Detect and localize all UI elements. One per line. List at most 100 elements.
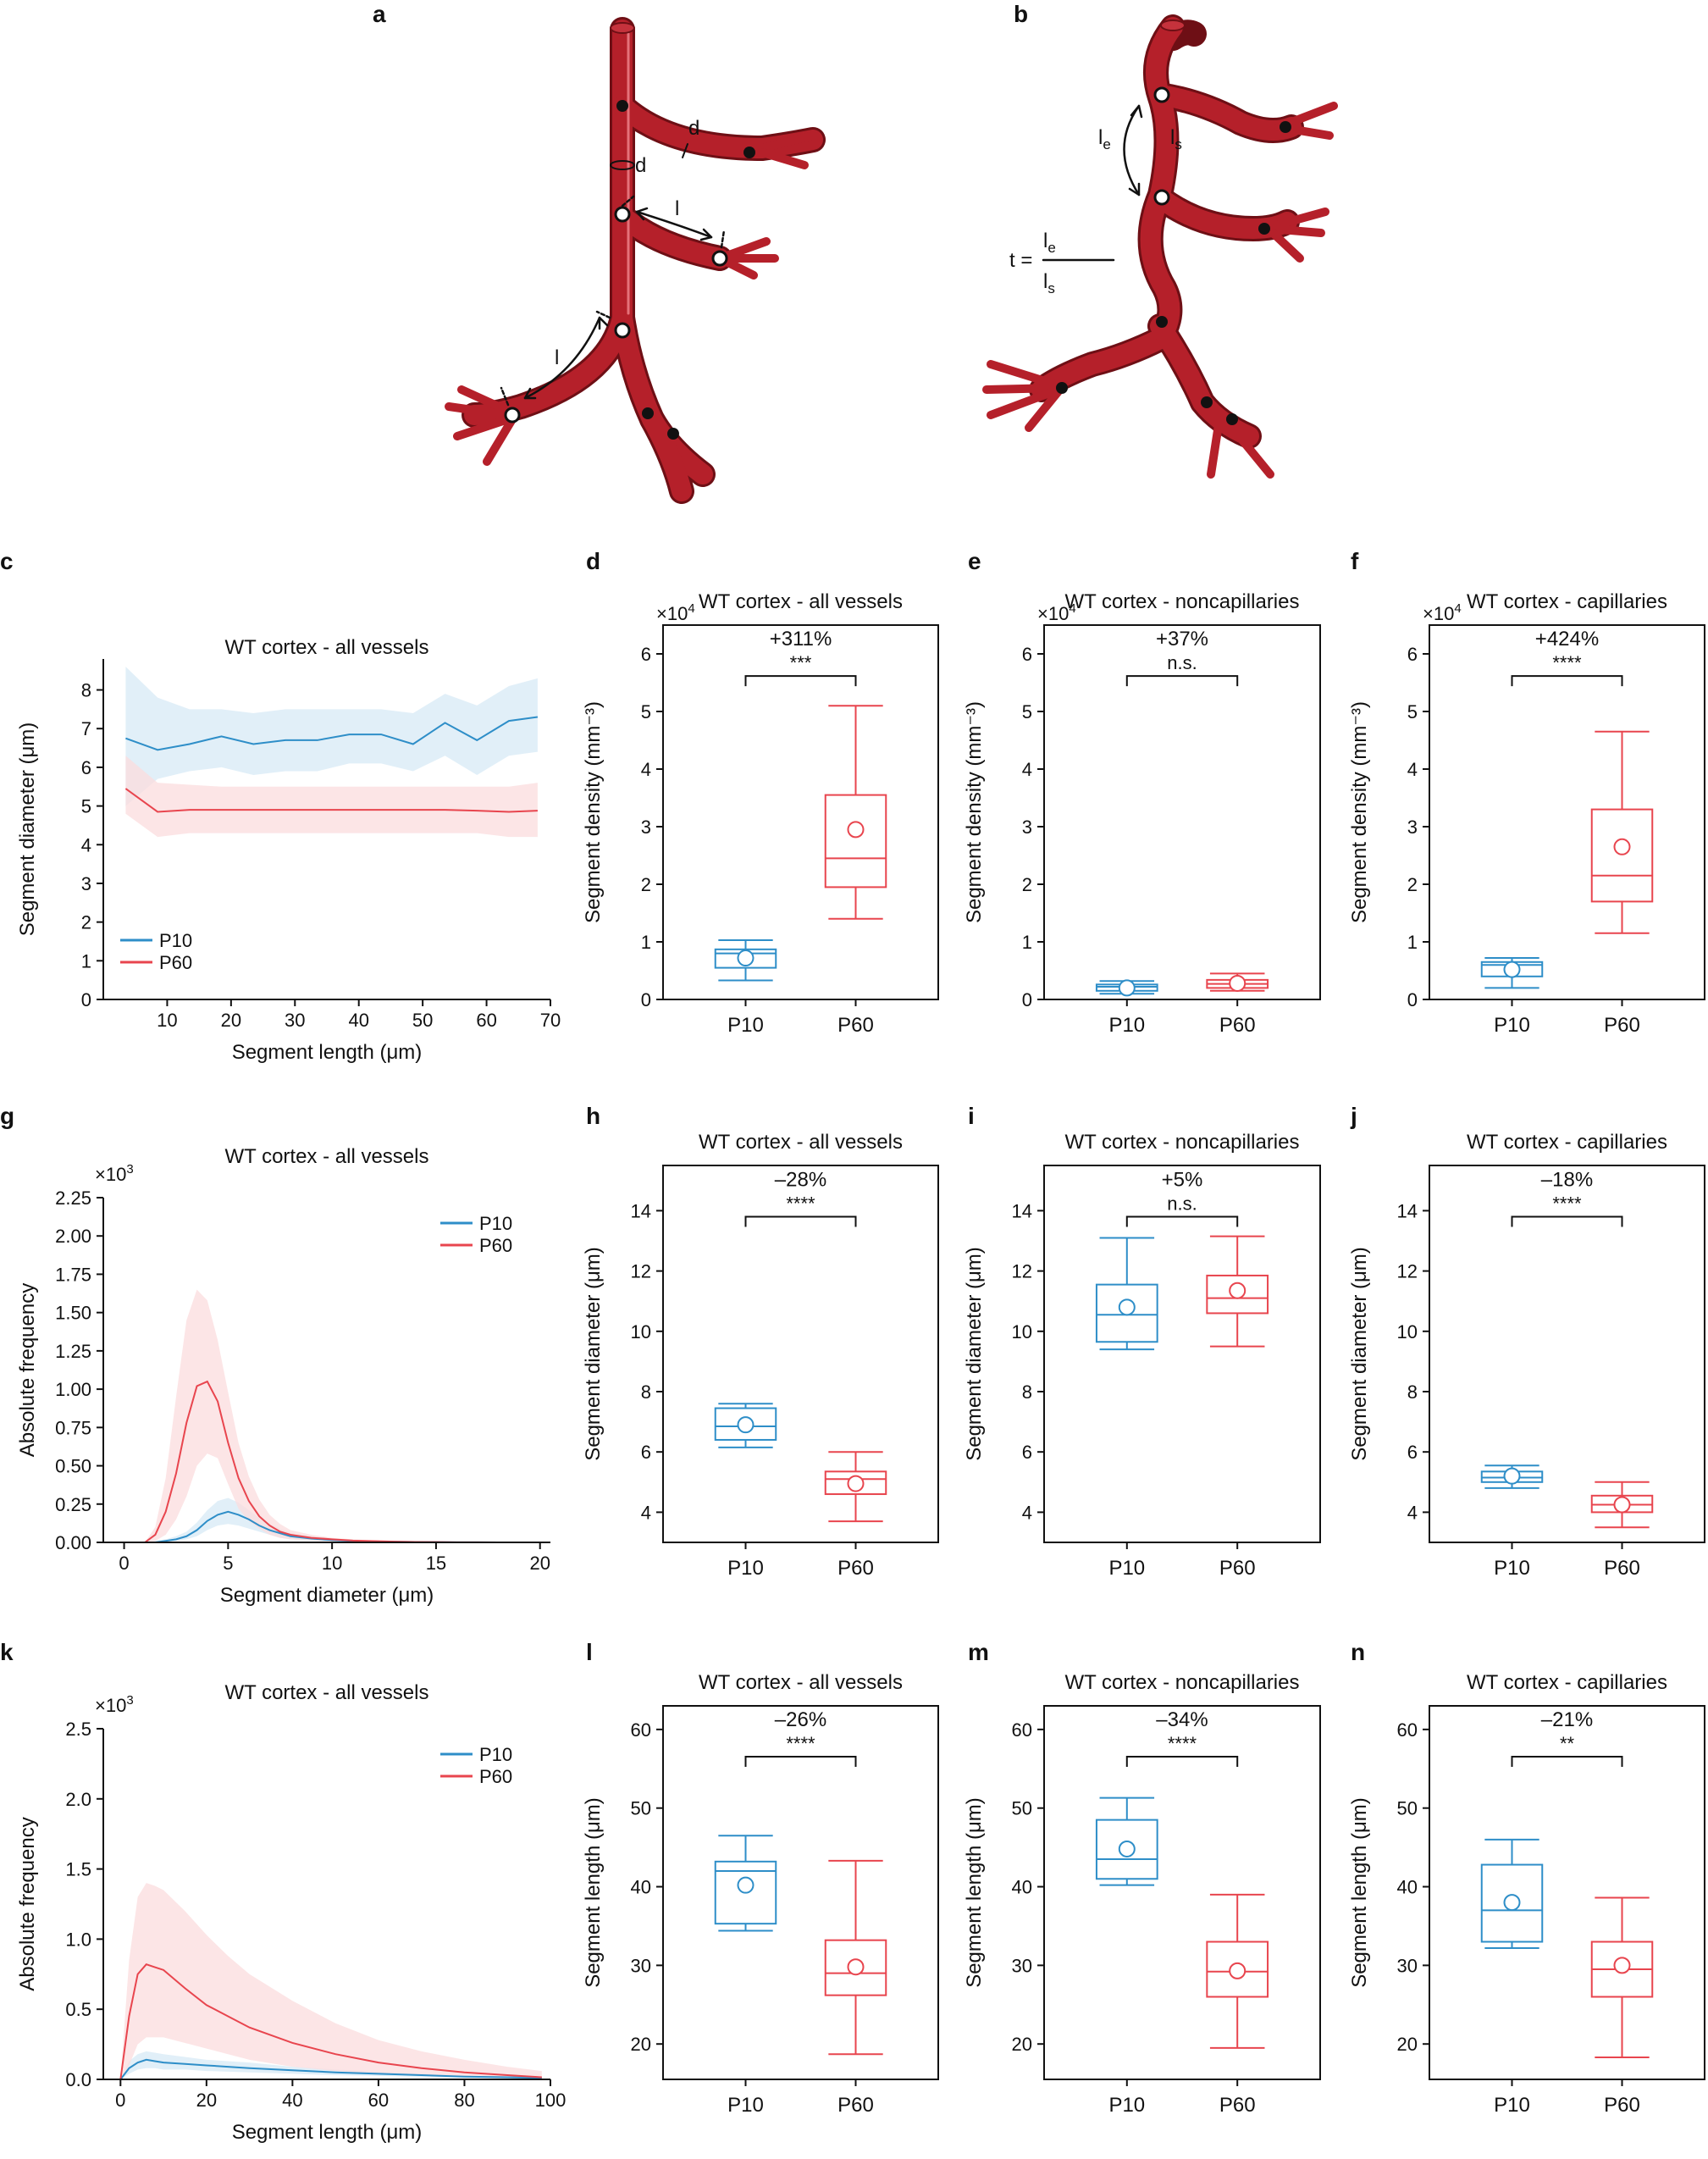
significance-bracket: n.s.+5%: [1125, 1169, 1239, 1227]
panel-letter-i: i: [968, 1103, 975, 1129]
y-tick-label: 0.5: [65, 1999, 91, 2020]
y-axis-label: Segment density (mm⁻³): [1348, 701, 1371, 923]
percent-change: +37%: [1156, 628, 1208, 650]
x-tick-label: 20: [529, 1553, 550, 1574]
twig: [1025, 387, 1063, 432]
x-tick-label: 100: [535, 2090, 567, 2111]
box-p10: [1480, 1838, 1544, 1949]
y-axis-label: Segment diameter (μm): [582, 1247, 605, 1461]
box-iqr: [714, 1407, 777, 1441]
panel-letter-m: m: [968, 1639, 989, 1665]
chart-title: WT cortex - all vessels: [225, 636, 429, 659]
x-tick-label: 60: [476, 1010, 496, 1031]
y-tick-label: 1: [1022, 932, 1032, 953]
y-tick-label: 2: [1407, 874, 1418, 895]
y-tick-label: 4: [641, 759, 651, 780]
length-arrow-mid: [635, 210, 713, 239]
branch-node: [743, 147, 755, 158]
segment-cut: [720, 229, 726, 249]
series-band-p60: [120, 1883, 542, 2079]
box-p60: [1590, 1896, 1654, 2059]
segment-node: [711, 250, 728, 267]
plot-frame: [662, 624, 939, 1000]
x-tick-label: 30: [285, 1010, 305, 1031]
twig: [1207, 415, 1224, 479]
y-tick-label: 2: [641, 874, 651, 895]
y-tick-label: 2.25: [55, 1187, 91, 1209]
x-tick-label: P10: [727, 2094, 764, 2117]
panel-letter-d: d: [586, 548, 600, 574]
series-line-p10: [119, 2058, 542, 2080]
y-tick-label: 2.5: [65, 1719, 91, 1740]
box-p10: [1480, 1464, 1544, 1489]
y-axis-label: Segment diameter (μm): [1348, 1247, 1371, 1461]
y-tick-label: 1: [1407, 932, 1418, 953]
box-p60: [1206, 1893, 1269, 2049]
y-tick-label: 40: [1397, 1877, 1418, 1898]
twig: [1266, 208, 1329, 231]
x-tick-label: P10: [1108, 1014, 1145, 1037]
mean-marker: [1503, 1467, 1521, 1485]
x-tick-label: 20: [196, 2090, 217, 2111]
box-p60: [824, 705, 887, 920]
y-tick-label: 2: [1022, 874, 1032, 895]
y-tick-label: 2: [81, 912, 91, 933]
twig: [457, 385, 512, 415]
twig: [445, 402, 512, 419]
axis-multiplier-base: ×10: [656, 603, 688, 624]
y-axis-label: Segment length (μm): [963, 1797, 986, 1988]
y-tick-label: 40: [1012, 1877, 1032, 1898]
box-iqr: [714, 948, 777, 969]
panel-letter-e: e: [968, 548, 981, 574]
series-line-p60: [124, 788, 538, 813]
chart-title: WT cortex - all vessels: [699, 1131, 903, 1154]
x-tick-label: P60: [1219, 2094, 1256, 2117]
y-tick-label: 0.0: [65, 2069, 91, 2090]
axis-multiplier-exponent: 3: [126, 1162, 133, 1176]
axis-multiplier-exponent: 3: [126, 1693, 133, 1708]
x-tick-label: P10: [727, 1014, 764, 1037]
y-axis-label: Segment density (mm⁻³): [582, 701, 605, 923]
box-p10: [1480, 957, 1544, 989]
y-tick-label: 5: [641, 701, 651, 722]
x-tick-label: P10: [1108, 2094, 1145, 2117]
box-p60: [1206, 972, 1269, 992]
significance-stars: n.s.: [1167, 652, 1197, 673]
y-tick-label: 10: [631, 1321, 651, 1342]
box-p10: [1095, 1796, 1158, 1886]
y-tick-label: 0: [1407, 989, 1418, 1010]
mean-marker: [847, 1958, 865, 1976]
y-tick-label: 8: [641, 1381, 651, 1403]
y-tick-label: 3: [1407, 817, 1418, 838]
arrowhead: [1130, 104, 1143, 119]
label-le: le: [1098, 126, 1111, 152]
formula-den-main: l: [1043, 270, 1047, 293]
y-tick-label: 14: [631, 1200, 651, 1221]
axis-multiplier-base: ×10: [95, 1695, 126, 1716]
chart-title: WT cortex - capillaries: [1467, 1131, 1667, 1154]
chart-g: 0.00 0.25 0.50 0.75 1.00 1.25 1.50 1.75 2.00 2.25…: [16, 1145, 550, 1607]
y-tick-label: 6: [641, 644, 651, 665]
significance-stars: ****: [1552, 652, 1582, 673]
x-tick-label: P60: [1604, 1557, 1640, 1580]
x-tick-label: 10: [322, 1553, 342, 1574]
y-tick-label: 30: [1397, 1955, 1418, 1976]
ls-main: l: [1170, 126, 1175, 149]
diameter-tick-branch: [682, 143, 688, 158]
y-tick-label: 0: [1022, 989, 1032, 1010]
y-tick-label: 0.75: [55, 1417, 91, 1438]
legend-label-p10: P10: [479, 1213, 512, 1234]
segment-node: [614, 206, 631, 223]
twig: [987, 360, 1063, 390]
y-tick-label: 0.00: [55, 1532, 91, 1553]
y-tick-label: 60: [631, 1719, 651, 1741]
box-iqr: [1206, 1274, 1269, 1315]
series-line-p60: [119, 1963, 542, 2080]
percent-change: –21%: [1541, 1708, 1593, 1731]
y-tick-label: 6: [1022, 1442, 1032, 1463]
series-band-p10: [145, 1497, 540, 1542]
significance-stars: ***: [790, 652, 812, 673]
x-tick-label: 0: [119, 1553, 129, 1574]
